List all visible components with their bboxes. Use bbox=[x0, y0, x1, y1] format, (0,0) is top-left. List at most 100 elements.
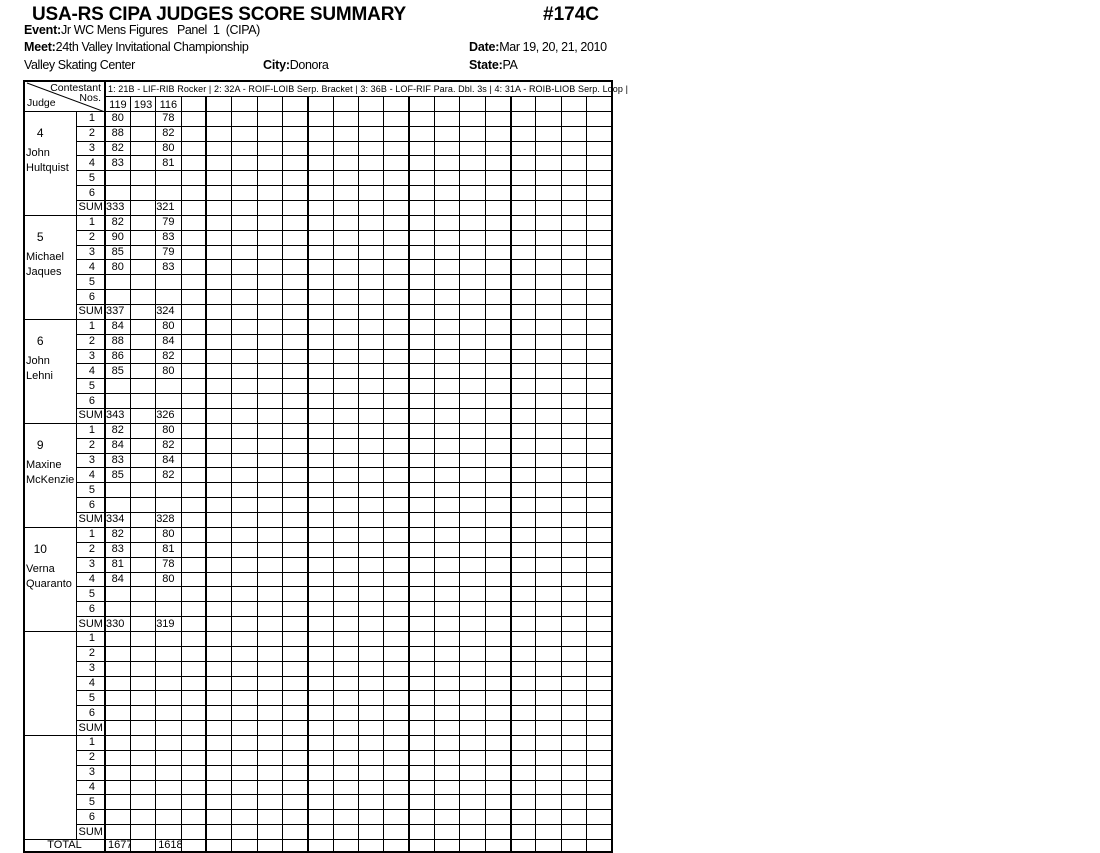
sum-cell bbox=[560, 304, 588, 320]
score-cell bbox=[357, 809, 385, 826]
score-cell bbox=[433, 645, 461, 662]
score-cell bbox=[256, 274, 283, 291]
score-cell bbox=[484, 749, 512, 766]
score-cell bbox=[408, 764, 435, 781]
score-cell bbox=[205, 497, 233, 514]
score-cell bbox=[509, 749, 537, 766]
score-cell bbox=[459, 289, 486, 306]
score-cell bbox=[383, 363, 411, 380]
score-cell bbox=[509, 185, 537, 202]
score-cell bbox=[459, 467, 486, 484]
score-cell bbox=[129, 556, 157, 573]
score-cell bbox=[383, 155, 411, 172]
score-cell bbox=[256, 645, 283, 662]
city-value: Donora bbox=[289, 58, 329, 72]
score-cell bbox=[383, 482, 411, 499]
sum-cell bbox=[281, 408, 309, 424]
score-cell bbox=[433, 289, 461, 306]
score-cell bbox=[408, 705, 435, 722]
score-cell bbox=[484, 526, 512, 543]
score-cell bbox=[281, 794, 309, 811]
score-cell bbox=[104, 185, 131, 202]
score-cell bbox=[231, 363, 258, 380]
score-cell bbox=[535, 244, 562, 261]
score-cell bbox=[484, 229, 512, 246]
sum-cell bbox=[180, 304, 208, 320]
score-cell bbox=[307, 497, 334, 514]
score-cell bbox=[357, 630, 385, 647]
score-cell bbox=[586, 586, 614, 603]
score-cell bbox=[586, 809, 614, 826]
score-cell bbox=[535, 140, 562, 157]
score-cell bbox=[231, 318, 258, 335]
score-cell bbox=[180, 794, 208, 811]
score-cell bbox=[281, 705, 309, 722]
score-cell bbox=[586, 467, 614, 484]
score-cell bbox=[357, 749, 385, 766]
judge-sum-row: SUM 330 319 bbox=[24, 616, 614, 632]
score-cell bbox=[129, 601, 157, 618]
score-cell bbox=[433, 571, 461, 588]
sum-cell bbox=[357, 200, 385, 216]
score-cell bbox=[408, 660, 435, 677]
score-cell bbox=[484, 571, 512, 588]
score-cell bbox=[357, 422, 385, 439]
sum-cell bbox=[332, 616, 359, 632]
score-cell bbox=[459, 125, 486, 142]
score-cell bbox=[155, 809, 182, 826]
score-cell bbox=[509, 705, 537, 722]
score-cell bbox=[231, 437, 258, 454]
score-cell bbox=[180, 645, 208, 662]
score-cell bbox=[180, 378, 208, 395]
score-cell bbox=[180, 214, 208, 231]
score-cell bbox=[231, 467, 258, 484]
judge-score-row: 5 bbox=[24, 378, 614, 395]
score-cell bbox=[256, 497, 283, 514]
sum-cell: 337 bbox=[104, 304, 131, 320]
judge-score-row: 6 bbox=[24, 185, 614, 202]
score-cell bbox=[408, 571, 435, 588]
score-cell bbox=[357, 378, 385, 395]
score-cell bbox=[129, 645, 157, 662]
score-cell bbox=[586, 645, 614, 662]
score-cell bbox=[205, 274, 233, 291]
judge-first-name: Michael bbox=[26, 250, 64, 263]
sum-cell bbox=[256, 408, 283, 424]
score-cell: 85 bbox=[104, 467, 131, 484]
score-cell bbox=[586, 185, 614, 202]
score-cell bbox=[281, 749, 309, 766]
sum-label: SUM bbox=[75, 720, 106, 736]
score-cell bbox=[281, 645, 309, 662]
score-cell bbox=[535, 749, 562, 766]
total-cell bbox=[205, 838, 233, 853]
score-cell bbox=[509, 140, 537, 157]
score-cell bbox=[281, 734, 309, 751]
sum-cell bbox=[180, 512, 208, 528]
score-cell bbox=[535, 779, 562, 796]
score-cell bbox=[307, 645, 334, 662]
score-cell bbox=[205, 526, 233, 543]
score-cell bbox=[484, 244, 512, 261]
sum-cell bbox=[205, 200, 233, 216]
sum-cell bbox=[281, 616, 309, 632]
score-cell bbox=[104, 170, 131, 187]
judge-last-name: Lehni bbox=[26, 369, 53, 382]
score-cell bbox=[307, 690, 334, 707]
sum-cell: 343 bbox=[104, 408, 131, 424]
corner-contestant-label: Contestant bbox=[50, 82, 101, 94]
score-cell bbox=[155, 675, 182, 692]
score-cell bbox=[231, 378, 258, 395]
judge-sum-row: SUM bbox=[24, 720, 614, 736]
score-cell bbox=[180, 185, 208, 202]
score-cell bbox=[180, 155, 208, 172]
score-cell bbox=[408, 809, 435, 826]
score-cell bbox=[535, 497, 562, 514]
figure-row-number: 6 bbox=[75, 705, 106, 722]
sum-cell bbox=[205, 720, 233, 736]
score-cell bbox=[383, 705, 411, 722]
sum-cell bbox=[205, 304, 233, 320]
figure-row-number: 5 bbox=[75, 170, 106, 187]
score-cell bbox=[129, 630, 157, 647]
score-cell bbox=[560, 378, 588, 395]
score-cell bbox=[484, 779, 512, 796]
